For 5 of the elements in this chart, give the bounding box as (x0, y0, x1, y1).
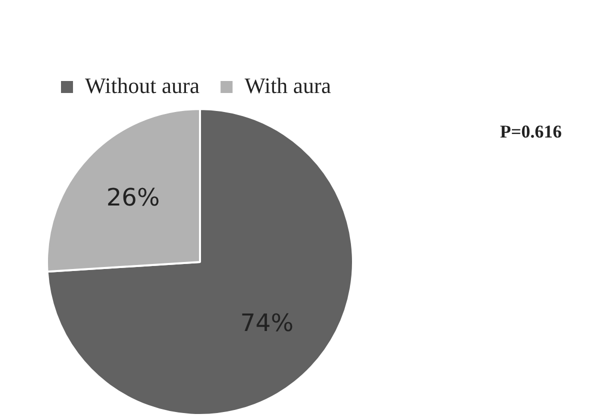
data-label: 26% (106, 183, 160, 212)
legend-label: With aura (244, 72, 332, 98)
data-label: 74% (240, 309, 294, 338)
text: P=0.616 (500, 122, 562, 142)
legend-label: Without aura (85, 72, 200, 98)
